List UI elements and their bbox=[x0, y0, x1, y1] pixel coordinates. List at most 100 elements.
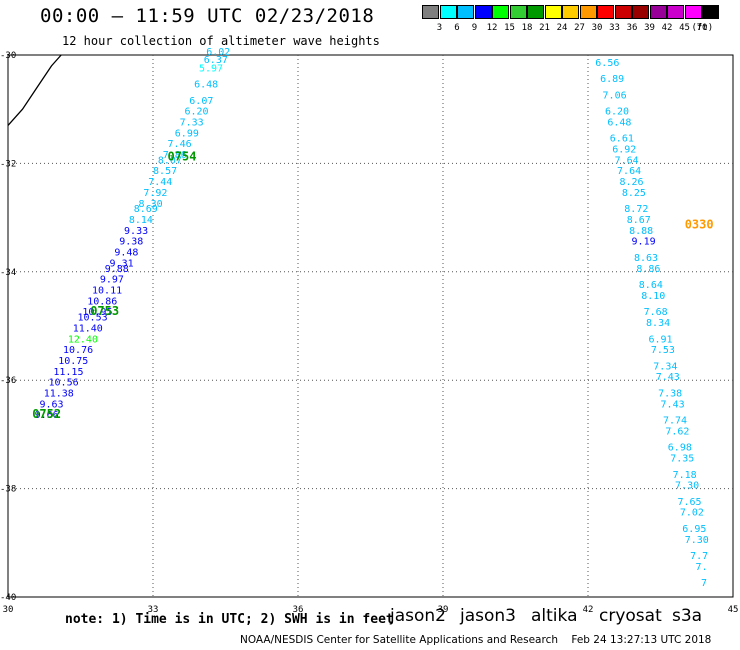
wave-height-label: 7.34 bbox=[653, 361, 677, 372]
wave-height-label: 7.43 bbox=[656, 372, 680, 383]
wave-height-label: 7.64 bbox=[615, 155, 639, 166]
wave-height-label: 8.88 bbox=[629, 226, 653, 237]
coastline bbox=[7, 54, 62, 126]
colorbar-swatch bbox=[702, 5, 719, 19]
units-note: note: 1) Time is in UTC; 2) SWH is in fe… bbox=[65, 612, 394, 627]
wave-height-label: 8.25 bbox=[622, 188, 646, 199]
longitude-tick-label: 39 bbox=[438, 605, 449, 615]
wave-height-label: 10.76 bbox=[63, 345, 93, 356]
satellite-jason2-label: jason2 bbox=[390, 606, 446, 626]
wave-height-label: 5.97 bbox=[199, 63, 223, 74]
wave-height-label: 7.53 bbox=[651, 345, 675, 356]
wave-height-label: 7 bbox=[701, 578, 707, 589]
colorbar-swatch bbox=[544, 5, 562, 19]
latitude-tick-label: -32 bbox=[0, 159, 16, 169]
wave-height-label: 7.44 bbox=[148, 177, 172, 188]
colorbar-swatch bbox=[492, 5, 509, 19]
wave-height-label: 7.68 bbox=[644, 307, 668, 318]
latitude-tick-label: -40 bbox=[0, 593, 16, 603]
colorbar-label: 15 bbox=[504, 23, 515, 33]
wave-height-label: 8.67 bbox=[627, 215, 651, 226]
colorbar-swatch bbox=[649, 5, 667, 19]
wave-height-label: 8.64 bbox=[639, 280, 663, 291]
colorbar-swatch bbox=[632, 5, 649, 19]
colorbar-swatch bbox=[667, 5, 684, 19]
wave-height-label: 7.92 bbox=[143, 188, 167, 199]
wave-height-label: 9.63 bbox=[39, 399, 63, 410]
wave-height-label: 8.72 bbox=[624, 204, 648, 215]
colorbar-label: 18 bbox=[521, 23, 533, 33]
wave-height-label: 12.40 bbox=[68, 334, 98, 345]
colorbar-swatch bbox=[579, 5, 597, 19]
latitude-tick-label: -36 bbox=[0, 376, 16, 386]
colorbar-label: 70 bbox=[696, 23, 708, 33]
longitude-tick-label: 45 bbox=[728, 605, 739, 615]
wave-height-label: 7.64 bbox=[617, 166, 641, 177]
wave-height-label: 6.07 bbox=[189, 96, 213, 107]
wave-height-label: 7.33 bbox=[180, 117, 204, 128]
wave-height-label: 9.38 bbox=[119, 237, 143, 248]
wave-height-label: 6.02 bbox=[206, 47, 230, 58]
wave-height-label: 9.88 bbox=[105, 264, 129, 275]
colorbar-label: 9 bbox=[471, 23, 478, 33]
wave-height-label: 6.20 bbox=[184, 107, 208, 118]
colorbar-swatch bbox=[457, 5, 474, 19]
colorbar-label: 30 bbox=[591, 23, 603, 33]
wave-height-label: 6.91 bbox=[648, 334, 672, 345]
map-title: 00:00 – 11:59 UTC 02/23/2018 bbox=[40, 5, 375, 27]
wave-height-label: 8.14 bbox=[129, 215, 153, 226]
wave-height-label: 7.43 bbox=[661, 399, 685, 410]
colorbar-label: 3 bbox=[436, 23, 443, 33]
colorbar-swatch bbox=[527, 5, 544, 19]
colorbar-swatch bbox=[614, 5, 632, 19]
wave-height-label: 9.33 bbox=[124, 226, 148, 237]
wave-height-label: 7.18 bbox=[673, 470, 697, 481]
colorbar-swatch bbox=[684, 5, 702, 19]
wave-height-label: 8.86 bbox=[636, 264, 660, 275]
wave-height-label: 6.61 bbox=[610, 134, 634, 145]
colorbar-unit: (ft) bbox=[691, 23, 714, 33]
footer-timestamp: Feb 24 13:27:13 UTC 2018 bbox=[571, 634, 712, 646]
colorbar-swatch bbox=[422, 5, 439, 19]
wave-height-label: 7.06 bbox=[603, 90, 627, 101]
wave-height-label: 11.15 bbox=[53, 367, 83, 378]
footer-credit: NOAA/NESDIS Center for Satellite Applica… bbox=[240, 634, 711, 646]
latitude-tick-label: -38 bbox=[0, 485, 16, 495]
wave-height-label: 7. bbox=[696, 562, 708, 573]
wave-height-label: 9.48 bbox=[114, 248, 138, 259]
wave-height-label: 11.38 bbox=[44, 388, 74, 399]
longitude-tick-label: 30 bbox=[3, 605, 14, 615]
wave-height-label: 10.75 bbox=[58, 356, 88, 367]
wave-height-label: 6.92 bbox=[612, 145, 636, 156]
colorbar-label: 39 bbox=[644, 23, 655, 33]
colorbar-swatch bbox=[562, 5, 579, 19]
map-frame bbox=[7, 54, 734, 598]
wave-height-label: 9.66 bbox=[35, 410, 59, 421]
wave-height-label: 7.30 bbox=[675, 481, 699, 492]
colorbar-label: 12 bbox=[486, 23, 498, 33]
wave-height-label: 7.46 bbox=[168, 139, 192, 150]
colorbar-swatch bbox=[439, 5, 457, 19]
satellite-cryosat-label: cryosat bbox=[599, 606, 662, 626]
wave-height-label: 6.95 bbox=[682, 524, 706, 535]
wave-height-label: 6.37 bbox=[204, 55, 228, 66]
wave-height-label: 6.98 bbox=[668, 443, 692, 454]
colorbar-label: 21 bbox=[539, 23, 550, 33]
wave-height-label: 8.10 bbox=[641, 291, 665, 302]
colorbar-label: 45 bbox=[679, 23, 690, 33]
wave-height-label: 7.74 bbox=[663, 416, 687, 427]
map-subtitle: 12 hour collection of altimeter wave hei… bbox=[62, 34, 380, 48]
wave-height-label: 9.31 bbox=[110, 258, 134, 269]
wave-height-label: 10.95 bbox=[82, 307, 112, 318]
wave-height-label: 7.86 bbox=[163, 150, 187, 161]
pass-time-label: 0330 bbox=[685, 217, 714, 231]
colorbar-label: 24 bbox=[556, 23, 568, 33]
pass-time-label: 0754 bbox=[168, 150, 197, 164]
latitude-tick-label: -34 bbox=[0, 268, 16, 278]
longitude-tick-label: 33 bbox=[148, 605, 159, 615]
colorbar-swatch bbox=[597, 5, 614, 19]
wave-height-label: 7.35 bbox=[670, 454, 694, 465]
longitude-tick-label: 42 bbox=[583, 605, 594, 615]
wave-height-label: 8.30 bbox=[139, 199, 163, 210]
colorbar-label: 27 bbox=[574, 23, 585, 33]
